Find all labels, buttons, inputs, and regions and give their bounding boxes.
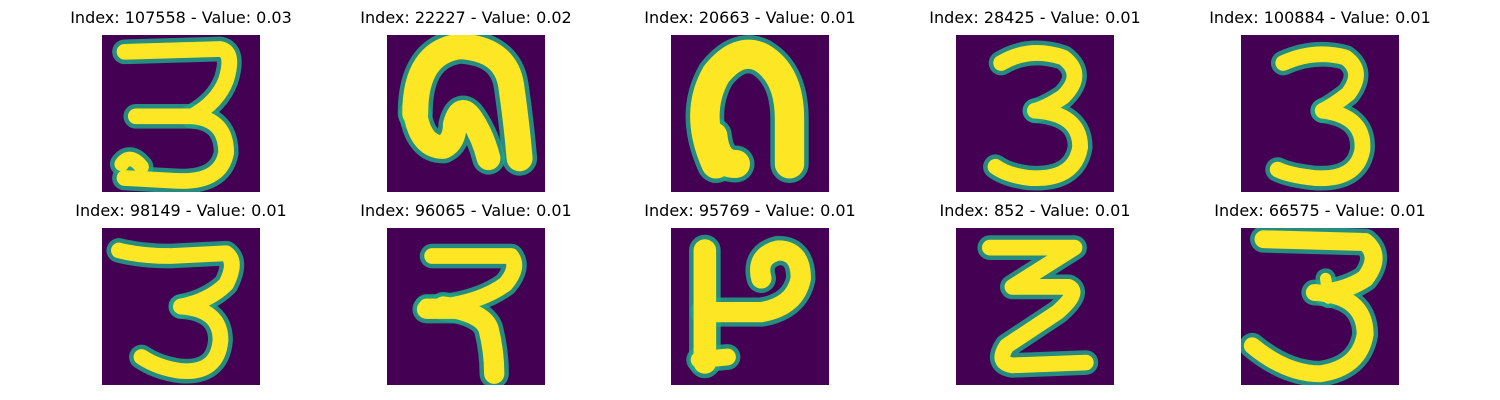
panel-title: Index: 98149 - Value: 0.01: [75, 201, 287, 220]
digit-image: [387, 35, 545, 192]
digit-stroke: [694, 240, 811, 323]
digit-image: [671, 228, 829, 385]
panel-title: Index: 22227 - Value: 0.02: [360, 8, 572, 27]
digit-image: [956, 228, 1114, 385]
digit-stroke: [1269, 102, 1371, 187]
digit-stroke: [402, 35, 533, 172]
digit-stroke: [690, 348, 736, 369]
digit-image: [1241, 35, 1399, 192]
panel-title: Index: 20663 - Value: 0.01: [644, 8, 856, 27]
panel-title: Index: 28425 - Value: 0.01: [929, 8, 1141, 27]
panel-title: Index: 96065 - Value: 0.01: [360, 201, 572, 220]
panel-title: Index: 107558 - Value: 0.03: [70, 8, 292, 27]
digit-stroke: [116, 41, 238, 125]
panel-title: Index: 852 - Value: 0.01: [939, 201, 1131, 220]
digit-stroke: [1243, 284, 1374, 383]
panel-title: Index: 66575 - Value: 0.01: [1214, 201, 1426, 220]
digit-stroke: [981, 239, 1094, 374]
panel-title: Index: 100884 - Value: 0.01: [1209, 8, 1431, 27]
digit-image: [671, 35, 829, 192]
digit-stroke: [111, 242, 240, 315]
digit-stroke: [699, 121, 750, 178]
digit-image: [956, 35, 1114, 192]
digit-stroke: [1275, 46, 1364, 119]
digit-stroke: [114, 151, 149, 175]
digit-image: [1241, 228, 1399, 385]
digit-stroke: [403, 100, 501, 171]
panel-title: Index: 95769 - Value: 0.01: [644, 201, 856, 220]
digit-stroke: [116, 108, 235, 189]
digit-stroke: [133, 298, 229, 379]
digit-image: [387, 228, 545, 385]
digit-image: [102, 228, 260, 385]
digit-stroke: [987, 102, 1089, 187]
digit-stroke: [690, 39, 805, 179]
digit-stroke: [1320, 272, 1335, 304]
digit-image: [102, 35, 260, 192]
